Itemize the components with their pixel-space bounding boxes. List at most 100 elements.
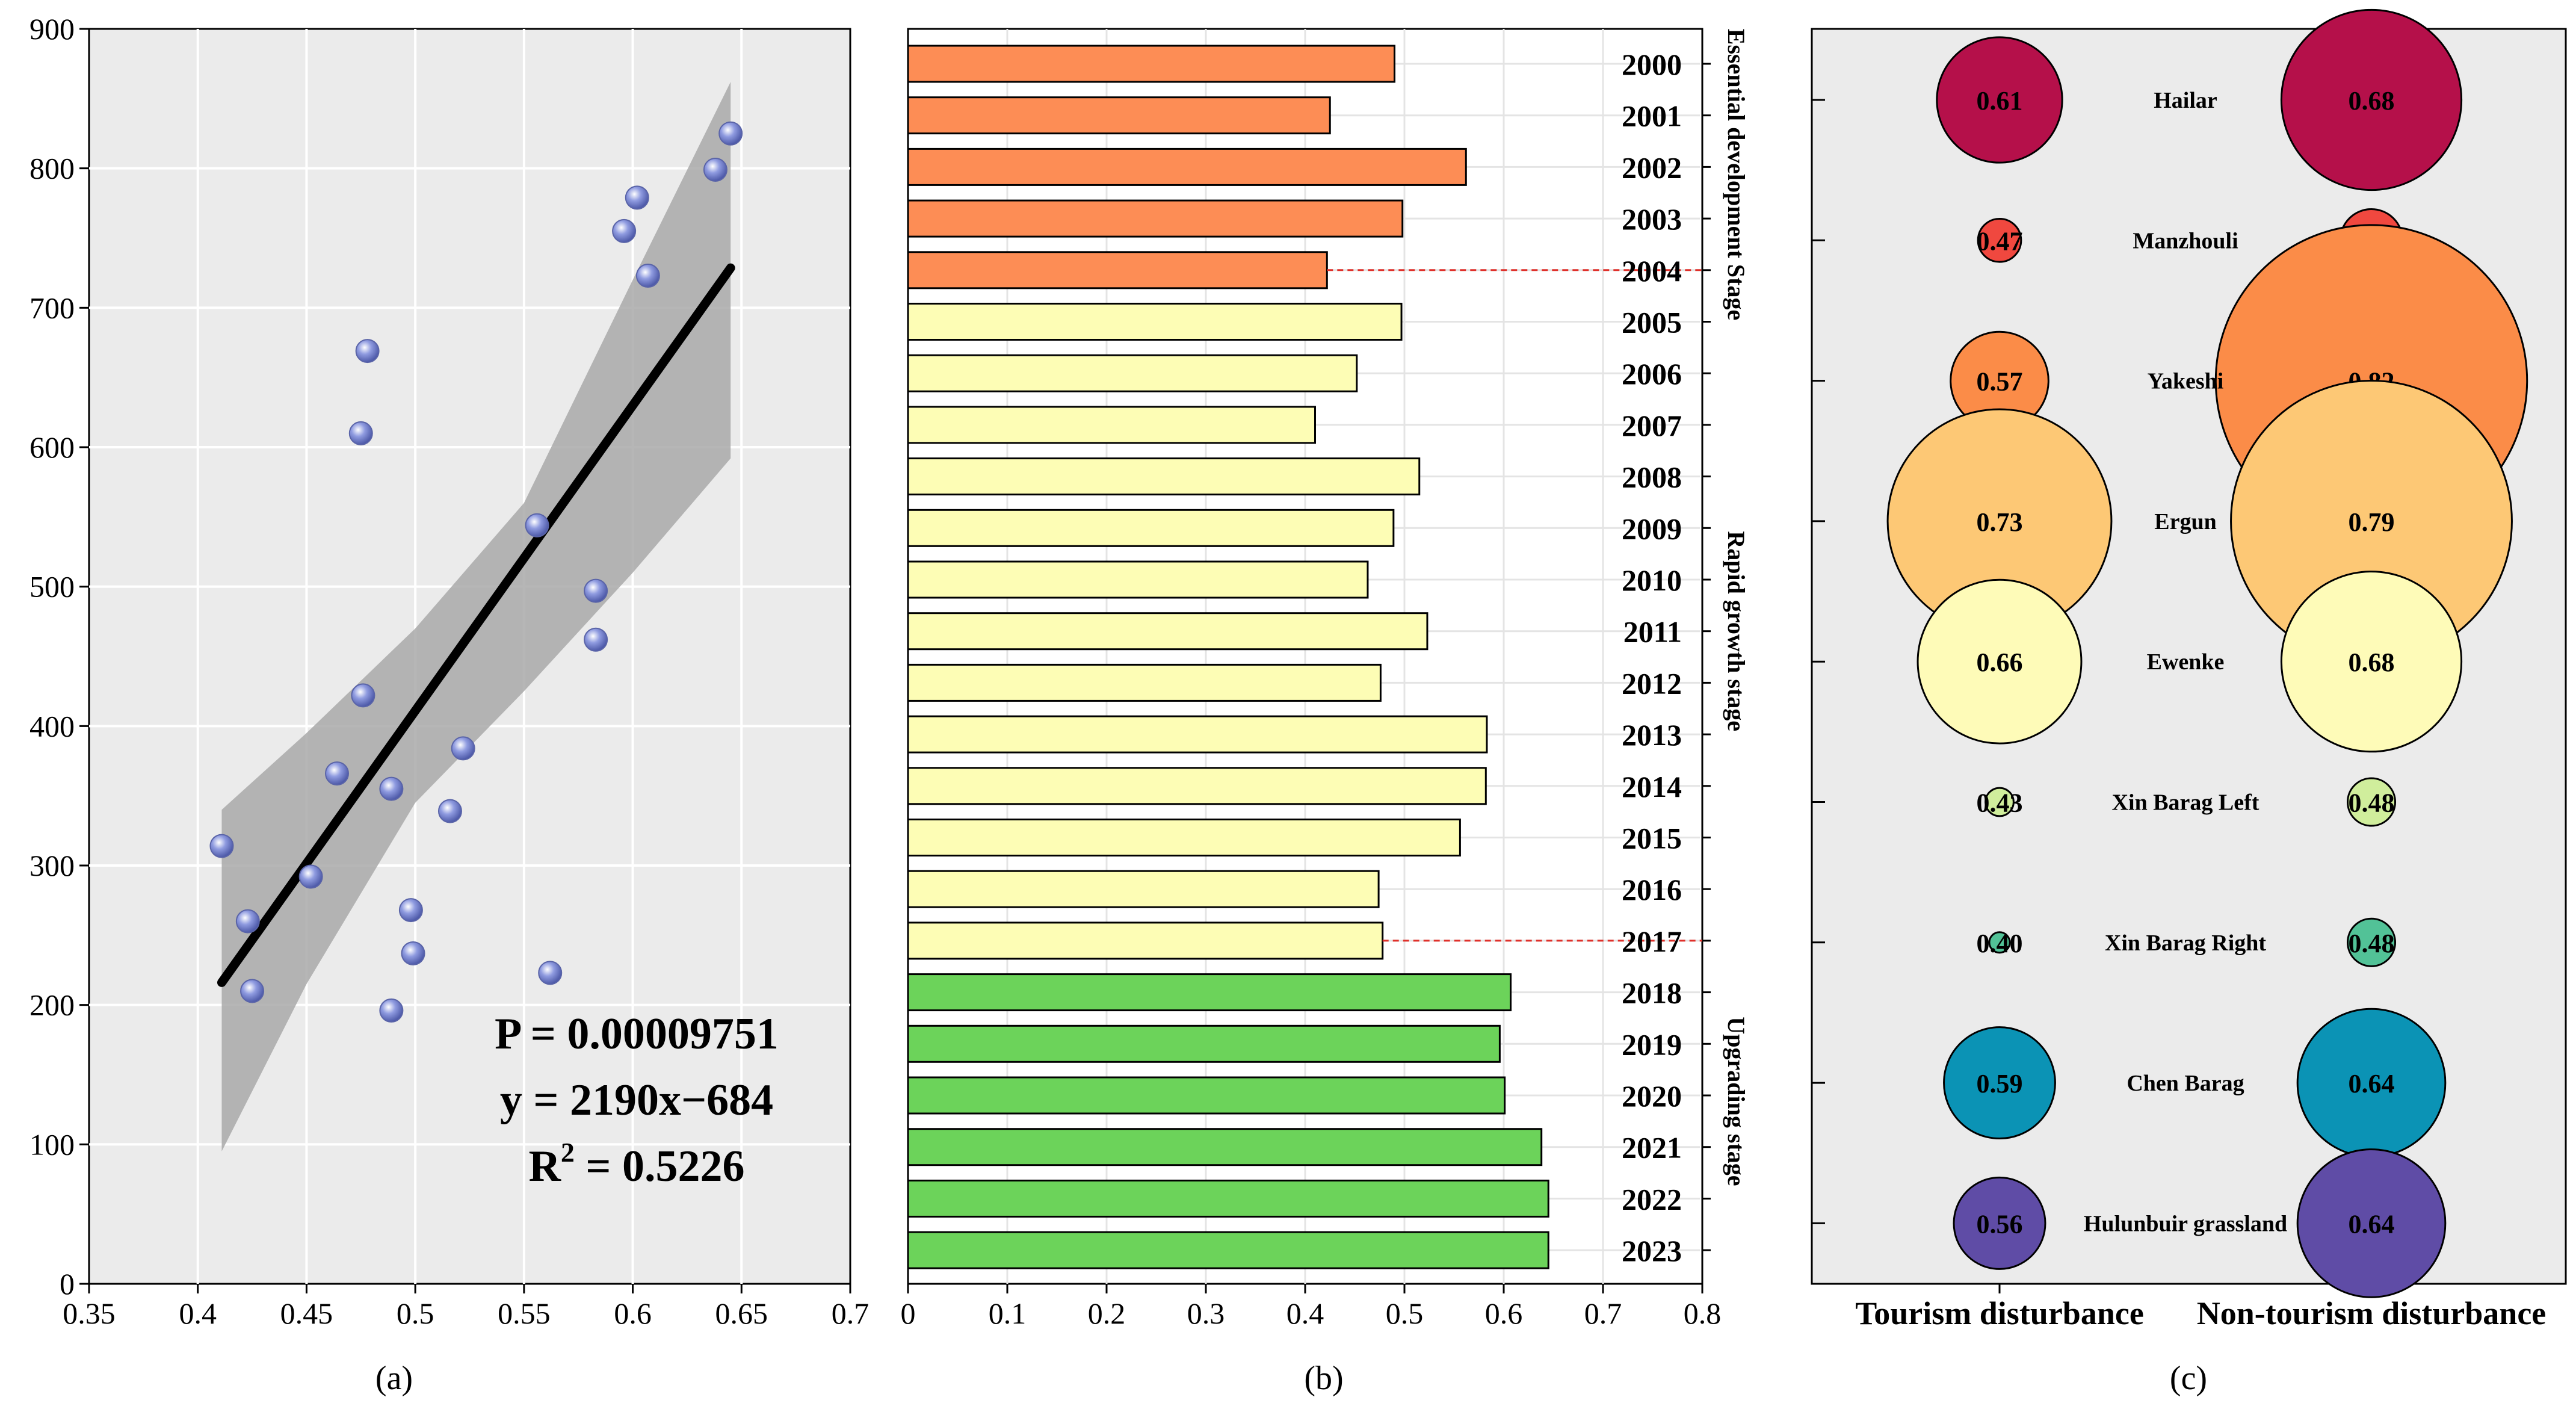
bar-2014	[907, 767, 1487, 805]
panel-b-axis-ticks: 0 0.1 0.2 0.3 0.4 0.5 0.6 0.7 0.8	[901, 1284, 1722, 1330]
bar-2023	[907, 1231, 1549, 1269]
column-label: Tourism disturbance	[1855, 1295, 2144, 1331]
year-label: 2002	[1622, 150, 1682, 184]
scatter-point	[348, 421, 373, 445]
bubble-value-non-tourism: 0.64	[2349, 1069, 2395, 1098]
bar-2022	[907, 1179, 1549, 1218]
year-label: 2021	[1622, 1131, 1682, 1165]
panel-c-column-labels: Tourism disturbance Non-tourism disturban…	[1855, 1295, 2546, 1331]
x-tick-label: 0.55	[498, 1296, 551, 1330]
bar-2021	[907, 1128, 1543, 1166]
region-label: Xin Barag Right	[2105, 931, 2266, 956]
panel-c-bubbles: 0.610.68Hailar0.470.51Manzhouli0.570.82Y…	[1886, 8, 2528, 1298]
x-tick-label: 0.65	[715, 1296, 768, 1330]
year-label: 2005	[1622, 306, 1682, 339]
x-tick-label: 0	[901, 1296, 916, 1330]
scatter-point	[379, 776, 404, 801]
stage-label: Upgrading stage	[1723, 1017, 1750, 1186]
scatter-point	[718, 121, 743, 146]
bubble-tourism	[1988, 931, 2011, 954]
scatter-point	[451, 736, 475, 761]
r-squared-superscript: 2	[561, 1137, 575, 1168]
year-label: 2008	[1622, 460, 1682, 494]
bar-2013	[907, 715, 1488, 754]
year-label: 2012	[1622, 666, 1682, 700]
confidence-band	[221, 82, 731, 1151]
bubble-value-tourism: 0.57	[1977, 367, 2023, 397]
bubble-value-tourism: 0.66	[1977, 648, 2023, 677]
bubble-tourism	[1977, 217, 2022, 263]
region-label: Hulunbuir grassland	[2084, 1211, 2287, 1236]
panel-b-stage-labels: Essential development Stage Rapid growth …	[1723, 29, 1750, 1186]
y-tick-label: 900	[29, 12, 75, 46]
scatter-point	[379, 998, 404, 1023]
year-label: 2018	[1622, 976, 1682, 1010]
bar-2011	[907, 612, 1429, 651]
x-tick-label: 0.1	[989, 1296, 1027, 1330]
year-label: 2007	[1622, 409, 1682, 442]
r-squared-letter: R	[528, 1142, 561, 1191]
scatter-point	[584, 627, 608, 652]
y-tick-label: 600	[29, 430, 75, 464]
x-tick-label: 0.8	[1684, 1296, 1722, 1330]
region-label: Manzhouli	[2133, 228, 2238, 253]
panel-a-scatter: 0.35 0.4 0.45 0.5 0.55 0.6 0.65 0.7 0 100 200 300 40…	[29, 12, 869, 1397]
bubble-value-non-tourism: 0.68	[2349, 86, 2395, 116]
bubble-non-tourism	[2346, 917, 2397, 967]
bar-2002	[907, 147, 1467, 186]
scatter-point	[355, 339, 380, 364]
year-label: 2001	[1622, 99, 1682, 133]
bar-2000	[907, 45, 1395, 83]
panel-b-label: (b)	[1304, 1360, 1343, 1397]
bar-2001	[907, 96, 1331, 135]
bubble-value-non-tourism: 0.48	[2349, 929, 2395, 958]
year-label: 2017	[1622, 924, 1682, 958]
y-tick-label: 0	[60, 1267, 75, 1301]
year-label: 2006	[1622, 357, 1682, 391]
y-tick-label: 700	[29, 291, 75, 324]
year-label: 2014	[1622, 770, 1682, 804]
y-tick-label: 300	[29, 849, 75, 882]
panel-a-confidence-band	[221, 82, 731, 1151]
x-tick-label: 0.4	[1286, 1296, 1324, 1330]
year-label: 2015	[1622, 822, 1682, 855]
bar-2017	[907, 921, 1384, 960]
y-tick-label: 100	[29, 1127, 75, 1161]
scatter-point	[525, 513, 549, 537]
year-label: 2010	[1622, 563, 1682, 597]
bar-2012	[907, 663, 1382, 702]
y-tick-label: 200	[29, 988, 75, 1022]
scatter-point	[538, 961, 563, 985]
scatter-point	[584, 578, 608, 603]
panel-b-stage-dividers	[1327, 269, 1702, 942]
scatter-point	[240, 979, 265, 1003]
bubble-non-tourism	[2296, 1148, 2447, 1298]
x-tick-label: 0.6	[614, 1296, 652, 1330]
bar-2006	[907, 354, 1358, 392]
panel-c-bubble-chart: 0.610.68Hailar0.470.51Manzhouli0.570.82Y…	[1811, 8, 2567, 1397]
x-tick-label: 0.2	[1088, 1296, 1126, 1330]
bubble-value-tourism: 0.61	[1977, 86, 2023, 116]
bar-2016	[907, 870, 1380, 908]
bubble-value-non-tourism: 0.68	[2349, 648, 2395, 677]
region-label: Ergun	[2154, 509, 2216, 534]
panel-c-axis-ticks	[1812, 99, 2373, 1293]
panel-a-label: (a)	[375, 1360, 413, 1397]
scatter-point	[437, 799, 462, 823]
bubble-value-non-tourism: 0.48	[2349, 788, 2395, 818]
bubble-value-tourism: 0.73	[1977, 507, 2023, 537]
bar-2020	[907, 1076, 1506, 1115]
panel-b-year-labels: 2000 2001 2002 2003 2004 2005 2006 2007 2008 2009…	[1622, 48, 1711, 1268]
x-tick-label: 0.7	[1584, 1296, 1622, 1330]
panel-a-points	[209, 121, 743, 1023]
bar-2009	[907, 509, 1395, 547]
scatter-point	[625, 185, 649, 210]
scatter-point	[635, 264, 660, 288]
bubble-value-tourism: 0.56	[1977, 1209, 2023, 1239]
x-tick-label: 0.7	[832, 1296, 869, 1330]
scatter-point	[298, 864, 323, 889]
bar-2003	[907, 199, 1404, 238]
y-tick-label: 400	[29, 709, 75, 743]
regression-equation: y = 2190x−684	[500, 1076, 773, 1125]
